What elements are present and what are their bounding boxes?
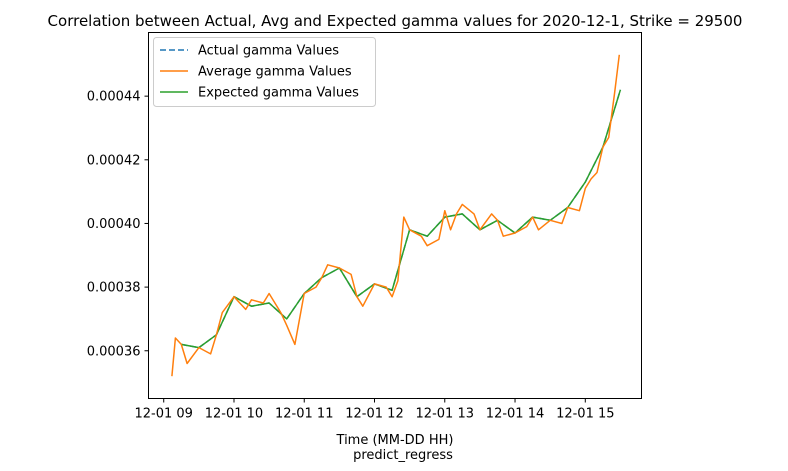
footer-label: predict_regress <box>353 448 453 463</box>
x-tick-label: 12-01 15 <box>556 407 614 422</box>
y-tick-label: 0.00040 <box>87 217 141 232</box>
series-line-2 <box>181 89 622 349</box>
legend-frame <box>153 37 376 107</box>
x-tick-label: 12-01 11 <box>275 407 333 422</box>
series-line-0 <box>181 89 622 349</box>
legend-label-1: Average gamma Values <box>198 65 352 80</box>
y-tick-label: 0.00036 <box>87 344 141 359</box>
x-axis-label: Time (MM-DD HH) <box>336 433 454 448</box>
chart-title: Correlation between Actual, Avg and Expe… <box>48 12 743 30</box>
y-tick-label: 0.00044 <box>87 90 141 105</box>
y-tick-label: 0.00038 <box>87 281 141 296</box>
y-tick-label: 0.00042 <box>87 153 141 168</box>
plot-frame <box>148 32 642 399</box>
legend-label-0: Actual gamma Values <box>198 44 339 59</box>
x-tick-label: 12-01 12 <box>345 407 403 422</box>
x-axis: 12-01 09 12-01 10 12-01 11 12-01 12 12-01 13… <box>134 398 615 422</box>
y-axis: 0.00036 0.00038 0.00040 0.00042 0.00044 <box>87 90 149 359</box>
x-tick-label: 12-01 10 <box>205 407 263 422</box>
x-tick-label: 12-01 13 <box>416 407 474 422</box>
series-layer <box>171 54 622 377</box>
x-tick-label: 12-01 14 <box>486 407 544 422</box>
legend: Actual gamma Values Average gamma Values E… <box>153 37 376 107</box>
series-line-1 <box>171 54 621 377</box>
x-tick-label: 12-01 09 <box>134 407 192 422</box>
legend-label-2: Expected gamma Values <box>198 86 359 101</box>
